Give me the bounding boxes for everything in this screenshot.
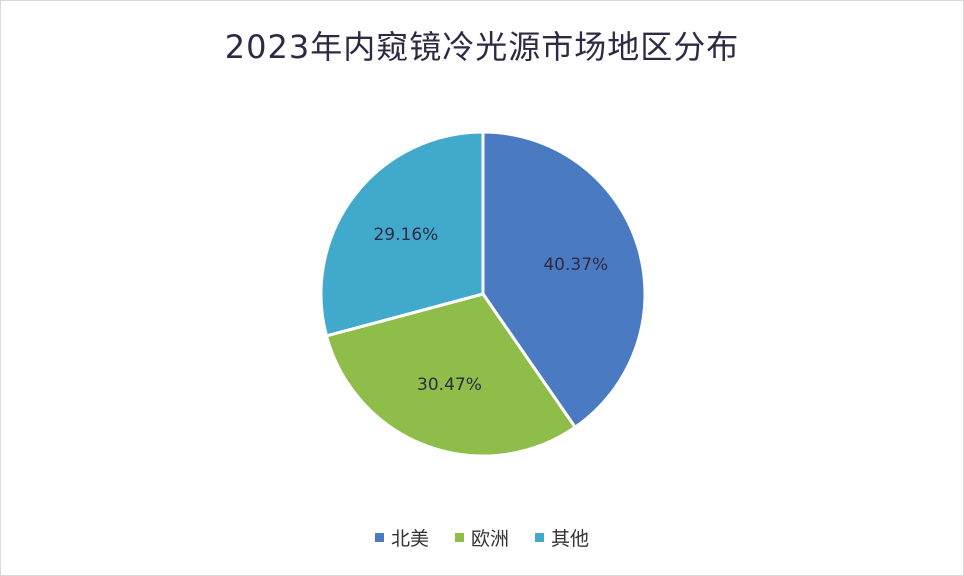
slice-europe — [325, 292, 577, 458]
legend-label-other: 其他 — [551, 528, 590, 550]
legend-item-other: 其他 — [535, 524, 589, 551]
legend-swatch-north-america — [374, 533, 384, 542]
legend-item-europe: 欧洲 — [454, 524, 509, 551]
legend-swatch-europe — [454, 533, 464, 542]
legend-swatch-other — [535, 533, 544, 542]
legend: 北美 欧洲 其他 — [0, 524, 964, 551]
legend-label-europe: 欧洲 — [470, 528, 509, 550]
data-label-other: 29.16% — [373, 225, 438, 245]
data-label-europe: 30.47% — [417, 375, 482, 395]
chart-title: 2023年内窥镜冷光源市场地区分布 — [224, 28, 740, 66]
slice-north-america — [481, 130, 647, 429]
data-label-north-america: 40.37% — [543, 255, 608, 275]
slice-other — [319, 130, 485, 338]
legend-item-north-america: 北美 — [374, 524, 429, 551]
legend-label-north-america: 北美 — [390, 528, 429, 550]
